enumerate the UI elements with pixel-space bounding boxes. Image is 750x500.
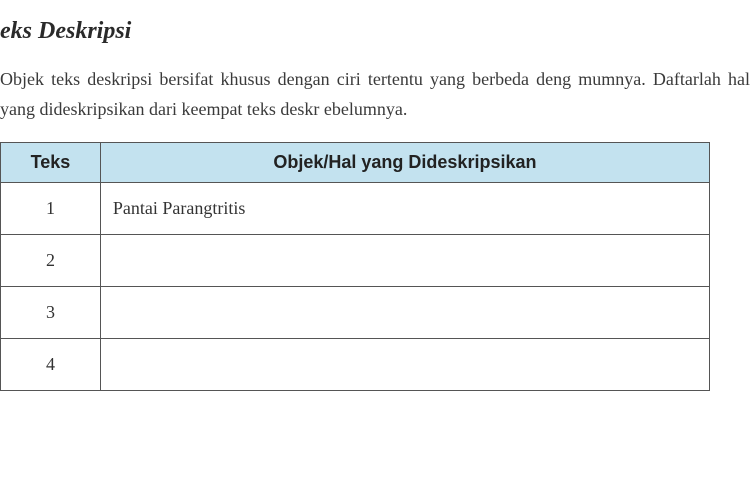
col-header-teks: Teks bbox=[1, 143, 101, 183]
table-header-row: Teks Objek/Hal yang Dideskripsikan bbox=[1, 143, 710, 183]
cell-value bbox=[100, 287, 709, 339]
cell-num: 3 bbox=[1, 287, 101, 339]
col-header-objek: Objek/Hal yang Dideskripsikan bbox=[100, 143, 709, 183]
table-row: 2 bbox=[1, 235, 710, 287]
cell-num: 4 bbox=[1, 339, 101, 391]
instruction-paragraph: Objek teks deskripsi bersifat khusus den… bbox=[0, 65, 750, 124]
cell-value: Pantai Parangtritis bbox=[100, 183, 709, 235]
cell-value bbox=[100, 235, 709, 287]
section-title: eks Deskripsi bbox=[0, 18, 750, 45]
table-row: 3 bbox=[1, 287, 710, 339]
table-row: 1 Pantai Parangtritis bbox=[1, 183, 710, 235]
cell-num: 2 bbox=[1, 235, 101, 287]
cell-num: 1 bbox=[1, 183, 101, 235]
table-row: 4 bbox=[1, 339, 710, 391]
description-table: Teks Objek/Hal yang Dideskripsikan 1 Pan… bbox=[0, 142, 710, 391]
cell-value bbox=[100, 339, 709, 391]
